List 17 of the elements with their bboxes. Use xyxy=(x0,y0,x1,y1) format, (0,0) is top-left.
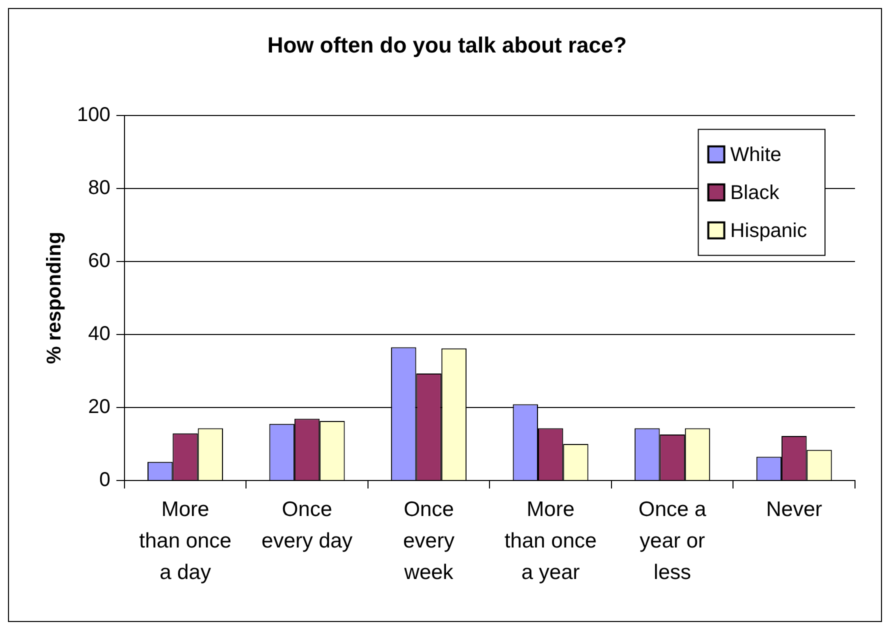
y-tick-label: 40 xyxy=(88,322,110,345)
y-tick-label: 80 xyxy=(88,176,110,199)
legend-label: Black xyxy=(730,182,780,204)
x-tick-label: Never xyxy=(766,498,822,522)
x-tick-label: More than once a year xyxy=(504,498,597,584)
legend-label: White xyxy=(730,144,782,166)
legend-label: Hispanic xyxy=(730,220,808,242)
x-tick-label: Once every day xyxy=(262,498,354,553)
y-axis-title: % responding xyxy=(44,232,66,364)
y-tick-label: 100 xyxy=(76,104,110,126)
x-tick-label: Once every week xyxy=(403,498,455,584)
x-tick-label: More than once a day xyxy=(139,498,232,584)
x-tick-label: Once a year or less xyxy=(638,498,707,584)
y-tick-label: 20 xyxy=(88,396,110,418)
y-tick-label: 0 xyxy=(99,469,110,492)
y-tick-label: 60 xyxy=(88,250,110,272)
chart-title: How often do you talk about race? xyxy=(267,32,627,58)
